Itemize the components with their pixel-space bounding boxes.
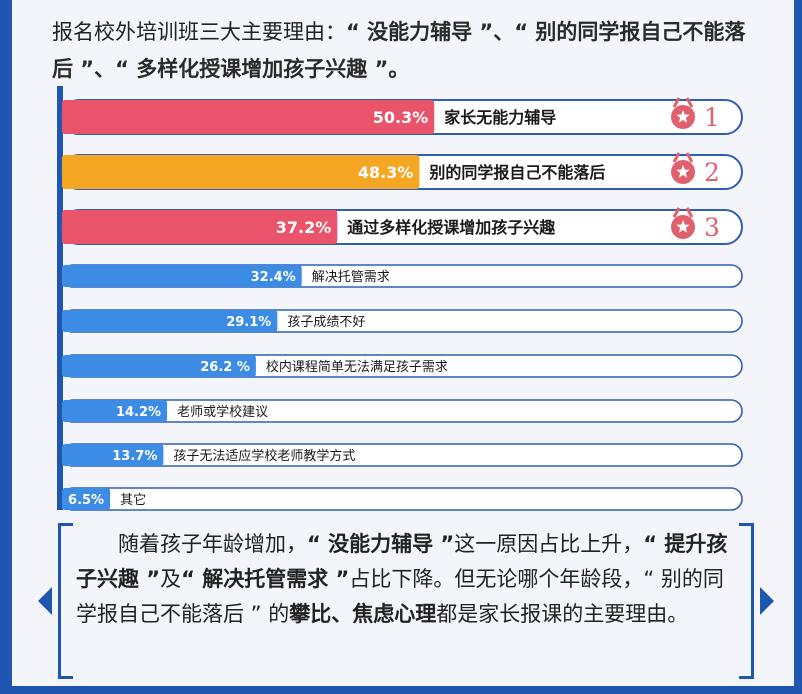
header-separator-2: 、 — [94, 57, 116, 81]
medal-star-icon-3 — [676, 220, 690, 233]
bar-3 — [62, 210, 338, 244]
header-intro: 报名校外培训班三大主要理由： — [52, 20, 346, 44]
bar-track-9 — [61, 487, 743, 511]
medal-ribbon-left-1 — [672, 97, 681, 108]
note-part-4: 占比下降。但无论哪个年龄段，“ 别的同学报自己不能落后 ” 的 — [76, 567, 724, 626]
bar-9 — [62, 488, 111, 510]
rank-number-3: 3 — [704, 213, 720, 242]
bar-value-label-5: 29.1% — [226, 315, 271, 330]
note-emphasis-2: “ 提升孩子兴趣 ” — [76, 532, 728, 591]
header-separator-1: 、 — [493, 20, 515, 44]
bar-5 — [62, 310, 278, 332]
note-part-5: 都是家长报课的主要理由。 — [436, 602, 689, 626]
bar-category-label-3: 通过多样化授课增加孩子兴趣 — [347, 218, 556, 237]
header-reason-3: “ 多样化授课增加孩子兴趣 ” — [115, 57, 389, 81]
bar-chart: 50.3% 家长无能力辅导 1 48.3% 别的同学报自己不能落后 2 37.2% 通过多样化… — [57, 86, 743, 511]
bar-category-label-1: 家长无能力辅导 — [444, 108, 556, 127]
bar-value-label-4: 32.4% — [251, 270, 296, 285]
bar-7 — [62, 400, 168, 422]
medal-ribbon-right-1 — [685, 97, 694, 108]
left-arrow-icon — [38, 587, 52, 615]
medal-ribbon-left-3 — [672, 207, 681, 218]
bar-8 — [62, 444, 164, 466]
bar-value-label-8: 13.7% — [112, 449, 157, 464]
summary-note: 随着孩子年龄增加，“ 没能力辅导 ”这一原因占比上升，“ 提升孩子兴趣 ”及“ … — [38, 523, 774, 679]
bar-category-label-9: 其它 — [120, 492, 146, 508]
bar-value-label-7: 14.2% — [116, 405, 161, 420]
note-right-bracket — [739, 523, 754, 679]
bar-4 — [62, 265, 302, 287]
rank-number-2: 2 — [704, 158, 720, 187]
medal-star-icon-2 — [676, 165, 690, 178]
bar-value-label-3: 37.2% — [276, 218, 332, 237]
header-reason-2: “ 别的同学报自己不能落后 ” — [52, 20, 746, 81]
bar-value-label-2: 48.3% — [358, 163, 414, 182]
note-emphasis-4: 攀比、焦虑心理 — [289, 602, 437, 626]
bar-category-label-8: 孩子无法适应学校老师教学方式 — [173, 448, 355, 464]
bar-6 — [62, 355, 256, 377]
bar-category-label-5: 孩子成绩不好 — [287, 315, 365, 330]
summary-text: 随着孩子年龄增加，“ 没能力辅导 ”这一原因占比上升，“ 提升孩子兴趣 ”及“ … — [70, 527, 742, 632]
bottom-accent-bar — [0, 686, 802, 694]
bar-value-label-1: 50.3% — [373, 108, 429, 127]
rank-number-1: 1 — [704, 103, 720, 132]
note-part-3: 及 — [160, 567, 182, 591]
bar-2 — [62, 155, 420, 189]
note-left-bracket — [58, 523, 73, 679]
medal-ribbon-left-2 — [672, 152, 681, 163]
note-part-2: 这一原因占比上升， — [454, 532, 644, 556]
medal-star-icon-1 — [676, 110, 690, 123]
right-accent-stripe — [794, 0, 802, 694]
note-emphasis-1: “ 没能力辅导 ” — [307, 532, 455, 556]
header-reason-1: “ 没能力辅导 ” — [346, 20, 494, 44]
bar-category-label-4: 解决托管需求 — [312, 270, 390, 285]
note-part-1: 随着孩子年龄增加， — [118, 532, 307, 556]
header-end: 。 — [388, 57, 410, 81]
bar-category-label-2: 别的同学报自己不能落后 — [428, 163, 605, 182]
bar-value-label-9: 6.5% — [68, 493, 104, 508]
bar-category-label-7: 老师或学校建议 — [177, 404, 268, 420]
bar-1 — [62, 100, 435, 134]
bar-category-label-6: 校内课程简单无法满足孩子需求 — [266, 359, 448, 375]
left-accent-stripe — [0, 0, 12, 694]
bar-track-8 — [61, 443, 743, 467]
medal-ribbon-right-2 — [685, 152, 694, 163]
note-emphasis-3: “ 解决托管需求 ” — [181, 567, 350, 591]
header-text: 报名校外培训班三大主要理由：“ 没能力辅导 ”、“ 别的同学报自己不能落后 ”、… — [52, 14, 764, 88]
bar-value-label-6: 26.2 % — [200, 360, 250, 375]
medal-ribbon-right-3 — [685, 207, 694, 218]
right-arrow-icon — [760, 587, 774, 615]
